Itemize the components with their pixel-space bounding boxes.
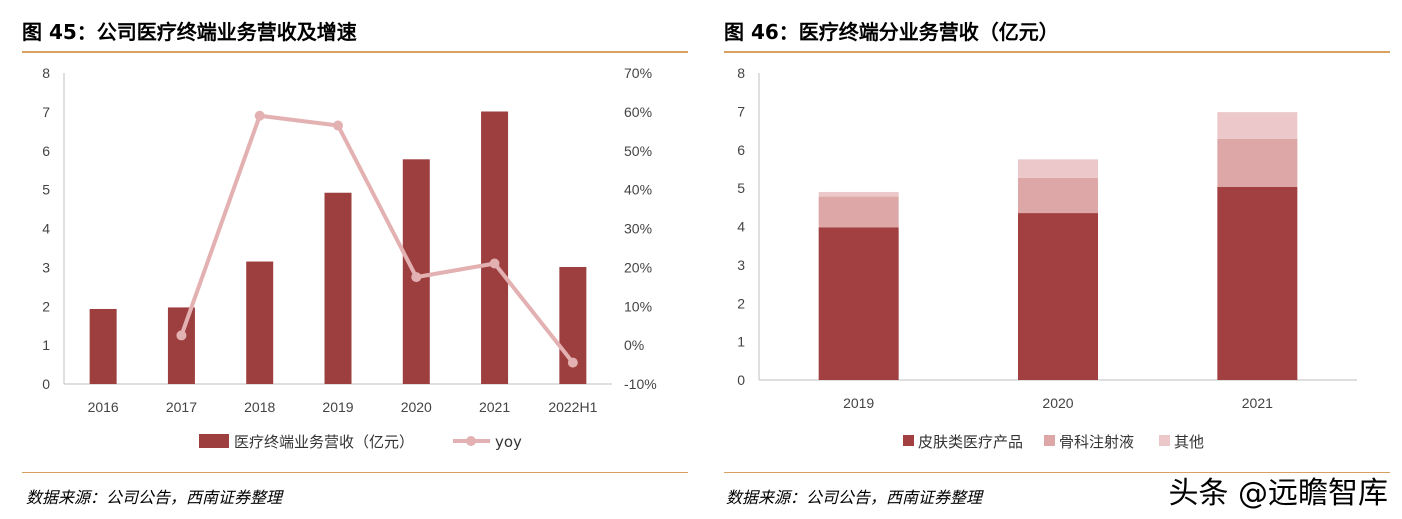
- left-y-tick-label: 7: [42, 104, 50, 120]
- yoy-point: [567, 357, 578, 368]
- yoy-point: [411, 272, 422, 283]
- legend-label: 皮肤类医疗产品: [918, 433, 1023, 451]
- left-y-tick-label: 1: [42, 337, 50, 353]
- x-tick-label: 2019: [322, 399, 353, 415]
- right-y-tick-label: -10%: [624, 376, 657, 392]
- right-chart-y-tick-label: 2: [737, 295, 745, 311]
- right-chart-x-tick-label: 2021: [1242, 395, 1273, 411]
- right-chart-y-tick-label: 1: [737, 334, 745, 350]
- x-tick-label: 2018: [244, 399, 275, 415]
- revenue-bar: [167, 307, 195, 384]
- right-chart: 0 1 2 3 4 5 6 7 8 2019 2020 2021 皮肤类医疗产品 骨科注射液 其他: [737, 65, 1357, 451]
- stacked-bar-segment: [1217, 112, 1298, 140]
- left-title-rule: [22, 51, 688, 53]
- yoy-point: [489, 258, 500, 269]
- stacked-bar-segment: [818, 196, 899, 228]
- stacked-bar-segment: [1217, 139, 1298, 187]
- legend-swatch: [1044, 435, 1055, 446]
- left-source-note: 数据来源：公司公告，西南证券整理: [26, 488, 283, 507]
- right-source-note: 数据来源：公司公告，西南证券整理: [726, 488, 983, 507]
- left-y-tick-label: 6: [42, 143, 50, 159]
- left-y-tick-label: 8: [42, 65, 50, 81]
- revenue-bar: [402, 159, 430, 384]
- stacked-bar-segment: [1018, 177, 1098, 214]
- yoy-point: [176, 330, 187, 341]
- legend-swatch: [1159, 435, 1170, 446]
- yoy-point: [254, 110, 265, 121]
- x-tick-label: 2017: [166, 399, 197, 415]
- left-y-tick-label: 2: [42, 298, 50, 314]
- legend-label-yoy: yoy: [495, 433, 522, 451]
- x-tick-label: 2016: [88, 399, 119, 415]
- left-chart: 0 1 2 3 4 5 6 7 8 -10% 0% 10% 20% 30% 40% 50% 60% 70% 2016…: [42, 65, 657, 451]
- legend-label: 骨科注射液: [1059, 433, 1134, 451]
- stacked-bar-segment: [818, 227, 899, 380]
- right-y-tick-label: 10%: [624, 298, 652, 314]
- stacked-bar-segment: [1018, 159, 1098, 178]
- stacked-bar-segment: [1018, 213, 1098, 380]
- left-y-tick-label: 0: [42, 376, 50, 392]
- right-y-tick-label: 20%: [624, 259, 652, 275]
- right-y-tick-label: 50%: [624, 143, 652, 159]
- legend-label-revenue: 医疗终端业务营收（亿元）: [234, 433, 414, 451]
- right-title-rule: [724, 51, 1390, 53]
- x-tick-label: 2022H1: [548, 399, 597, 415]
- right-chart-x-tick-label: 2019: [843, 395, 874, 411]
- right-chart-y-tick-label: 4: [737, 219, 745, 235]
- right-footer-rule: [724, 472, 1390, 473]
- x-tick-label: 2021: [479, 399, 510, 415]
- right-chart-title: 图 46：医疗终端分业务营收（亿元）: [724, 20, 1059, 44]
- legend-label: 其他: [1174, 433, 1204, 451]
- right-y-tick-label: 30%: [624, 221, 652, 237]
- left-y-tick-label: 5: [42, 182, 50, 198]
- revenue-bar: [246, 261, 274, 384]
- right-y-tick-label: 60%: [624, 104, 652, 120]
- revenue-bar: [324, 192, 352, 384]
- right-y-tick-label: 40%: [624, 182, 652, 198]
- left-footer-rule: [22, 472, 688, 473]
- left-y-tick-label: 3: [42, 259, 50, 275]
- right-y-tick-label: 70%: [624, 65, 652, 81]
- watermark: 头条 @远瞻智库: [1168, 476, 1388, 511]
- stacked-bar-segment: [818, 191, 899, 197]
- legend-swatch: [903, 435, 914, 446]
- stacked-bar-segment: [1217, 186, 1298, 380]
- legend-marker-yoy: [466, 436, 476, 446]
- right-chart-y-tick-label: 8: [737, 65, 745, 81]
- x-tick-label: 2020: [401, 399, 432, 415]
- right-chart-x-tick-label: 2020: [1042, 395, 1073, 411]
- revenue-bar: [481, 111, 509, 384]
- yoy-line: [179, 113, 575, 364]
- right-y-tick-label: 0%: [624, 337, 644, 353]
- revenue-bar: [89, 308, 117, 384]
- right-chart-y-tick-label: 0: [737, 372, 745, 388]
- right-chart-y-tick-label: 3: [737, 257, 745, 273]
- left-y-tick-label: 4: [42, 221, 50, 237]
- right-chart-y-tick-label: 7: [737, 103, 745, 119]
- right-chart-y-tick-label: 6: [737, 142, 745, 158]
- right-chart-y-tick-label: 5: [737, 180, 745, 196]
- left-chart-title: 图 45：公司医疗终端业务营收及增速: [22, 20, 357, 44]
- legend-swatch-revenue: [199, 434, 229, 448]
- yoy-point: [333, 120, 343, 131]
